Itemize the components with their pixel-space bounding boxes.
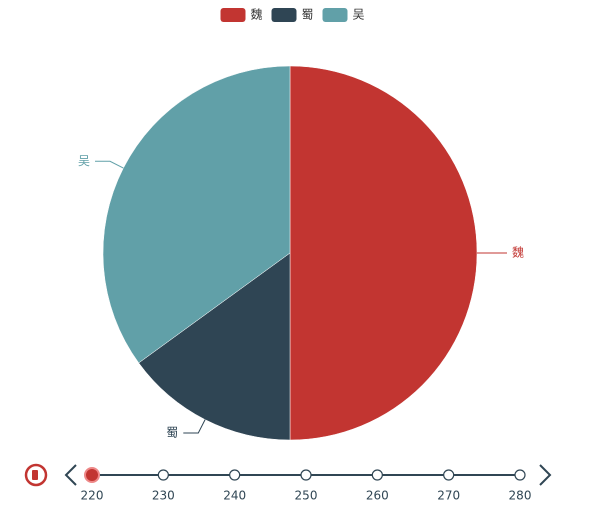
pie-slice[interactable] <box>102 65 291 364</box>
timeline-point[interactable] <box>157 469 169 481</box>
timeline-point[interactable] <box>371 469 383 481</box>
legend-swatch[interactable] <box>220 8 246 22</box>
play-ring[interactable] <box>24 463 48 487</box>
legend-label[interactable]: 吴 <box>353 8 365 22</box>
slice-label: 蜀 <box>166 425 178 439</box>
label-line <box>95 160 124 169</box>
timeline-label[interactable]: 250 <box>295 489 318 503</box>
timeline-point[interactable] <box>443 469 455 481</box>
prev-button[interactable] <box>64 464 77 486</box>
play-button[interactable] <box>24 463 48 487</box>
slice-label: 吴 <box>78 154 90 168</box>
play-icon[interactable] <box>32 470 38 480</box>
timeline-label[interactable]: 270 <box>437 489 460 503</box>
timeline-label[interactable]: 280 <box>509 489 532 503</box>
timeline-label[interactable]: 230 <box>152 489 175 503</box>
label-line <box>183 419 206 434</box>
next-button[interactable] <box>539 464 552 486</box>
timeline-selected[interactable] <box>84 467 100 483</box>
timeline-point[interactable] <box>229 469 241 481</box>
legend-label[interactable]: 魏 <box>251 7 263 22</box>
slice-label: 魏 <box>512 245 524 260</box>
timeline-label[interactable]: 220 <box>81 489 104 503</box>
pie-slice[interactable] <box>138 252 291 441</box>
timeline-label[interactable]: 260 <box>366 489 389 503</box>
pie-slice[interactable] <box>289 65 478 441</box>
timeline-label[interactable]: 240 <box>223 489 246 503</box>
legend-swatch[interactable] <box>322 8 348 22</box>
timeline-point[interactable] <box>514 469 526 481</box>
timeline-point[interactable] <box>300 469 312 481</box>
legend-swatch[interactable] <box>271 8 297 22</box>
legend-label[interactable]: 蜀 <box>302 8 314 22</box>
